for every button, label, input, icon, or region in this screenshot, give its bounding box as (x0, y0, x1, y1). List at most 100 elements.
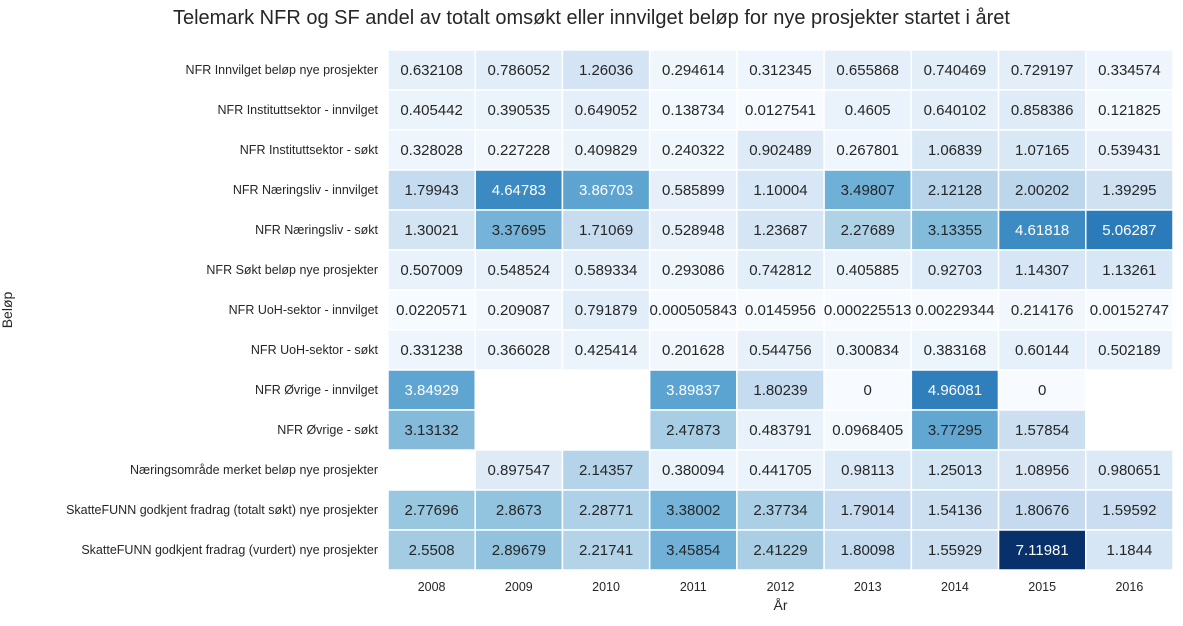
heatmap-row: 2.5508 2.89679 2.21741 3.45854 2.41229 1.8009… (387, 529, 1174, 571)
x-tick-label: 2016 (1115, 580, 1143, 594)
cell-value-label: 0.858386 (1011, 102, 1074, 119)
cell-value-label: 3.45854 (666, 542, 720, 559)
cell-value-label: 0.585899 (662, 182, 725, 199)
heatmap-cell (648, 49, 738, 91)
cell-value-label: 0.366028 (488, 342, 551, 359)
cell-value-label: 1.30021 (404, 222, 458, 239)
cell-value-label: 3.77295 (928, 422, 982, 439)
cell-value-label: 0.209087 (488, 302, 551, 319)
cell-value-label: 0.267801 (836, 142, 899, 159)
heatmap-row: 0.897547 2.14357 0.380094 0.441705 0.98113 1.… (474, 449, 1174, 491)
heatmap-cell (1085, 449, 1174, 491)
cell-value-label: 0.334574 (1098, 62, 1161, 79)
heatmap-row: 0.331238 0.366028 0.425414 0.201628 0.544756… (387, 329, 1174, 371)
heatmap-cell (474, 449, 564, 491)
heatmap-cell (387, 529, 476, 571)
cell-value-label: 1.10004 (753, 182, 807, 199)
cell-value-label: 1.25013 (928, 462, 982, 479)
cell-value-label: 1.57854 (1015, 422, 1069, 439)
cell-value-label: 0 (1038, 382, 1046, 399)
cell-value-label: 0.0127541 (745, 102, 816, 119)
heatmap-cell (474, 209, 564, 251)
heatmap-cell (997, 209, 1087, 251)
cell-value-label: 0.331238 (400, 342, 463, 359)
cell-value-label: 0.000505843 (649, 302, 737, 319)
cell-value-label: 0.0968405 (832, 422, 903, 439)
cell-value-label: 0.409829 (575, 142, 638, 159)
cell-value-label: 2.8673 (496, 502, 542, 519)
heatmap-row: 1.30021 3.37695 1.71069 0.528948 1.23687 2.27… (387, 209, 1174, 251)
cell-value-label: 0.4605 (845, 102, 891, 119)
cell-value-label: 0.791879 (575, 302, 638, 319)
heatmap-cell (1085, 249, 1174, 291)
heatmap-cell (910, 369, 1000, 411)
heatmap-cell (736, 369, 825, 411)
x-axis-label: År (773, 597, 788, 613)
heatmap-row: 0.328028 0.227228 0.409829 0.240322 0.902489… (387, 129, 1174, 171)
heatmap-cell (561, 329, 651, 371)
cell-value-label: 2.5508 (409, 542, 455, 559)
y-tick-label: NFR UoH-sektor - innvilget (229, 303, 379, 317)
heatmap-cell (910, 449, 1000, 491)
y-tick-label: SkatteFUNN godkjent fradrag (vurdert) ny… (81, 543, 378, 557)
cell-value-label: 0.240322 (662, 142, 725, 159)
cell-value-label: 0.380094 (662, 462, 725, 479)
cell-value-label: 1.14307 (1015, 262, 1069, 279)
y-tick-label: NFR Innvilget beløp nye prosjekter (186, 63, 378, 77)
cell-value-label: 0.742812 (749, 262, 812, 279)
y-tick-label: SkatteFUNN godkjent fradrag (totalt søkt… (66, 503, 378, 517)
heatmap-row: 1.79943 4.64783 3.86703 0.585899 1.10004 3.49… (387, 169, 1174, 211)
cell-value-label: 0.000225513 (824, 302, 912, 319)
cell-value-label: 0.201628 (662, 342, 725, 359)
cell-value-label: 0.729197 (1011, 62, 1074, 79)
cell-value-label: 2.37734 (753, 502, 807, 519)
cell-value-label: 0.740469 (924, 62, 987, 79)
heatmap-cell (1085, 209, 1174, 251)
cell-value-label: 0.138734 (662, 102, 725, 119)
cell-value-label: 2.77696 (404, 502, 458, 519)
y-tick-label: NFR Øvrige - innvilget (255, 383, 378, 397)
heatmap-cell (910, 329, 1000, 371)
heatmap-cell (387, 209, 476, 251)
cell-value-label: 0.649052 (575, 102, 638, 119)
heatmap-cell (823, 209, 913, 251)
cell-value-label: 7.11981 (1016, 542, 1069, 559)
x-tick-label: 2011 (680, 580, 707, 594)
heatmap-cell (561, 489, 651, 531)
heatmap-cell (823, 529, 913, 571)
cell-value-label: 0.539431 (1098, 142, 1161, 159)
heatmap-cell (823, 329, 913, 371)
cell-value-label: 2.21741 (579, 542, 633, 559)
heatmap-cell (474, 169, 564, 211)
heatmap-cell (387, 129, 476, 171)
heatmap-cell (561, 49, 651, 91)
heatmap-cell (648, 369, 738, 411)
heatmap-cell (387, 169, 476, 211)
cell-value-label: 0.60144 (1015, 342, 1069, 359)
heatmap-cell (1085, 89, 1174, 131)
cell-value-label: 0.548524 (488, 262, 551, 279)
heatmap-cell (823, 449, 913, 491)
heatmap-cell (997, 369, 1087, 411)
heatmap-row: 2.77696 2.8673 2.28771 3.38002 2.37734 1.7901… (387, 489, 1174, 531)
heatmap-row: 0.0220571 0.209087 0.791879 0.000505843 0.01… (387, 289, 1174, 331)
y-tick-label: NFR Søkt beløp nye prosjekter (206, 263, 378, 277)
cell-value-label: 1.79014 (841, 502, 895, 519)
heatmap-cell (1085, 49, 1174, 91)
x-tick-label: 2015 (1028, 580, 1056, 594)
heatmap-cell (648, 209, 738, 251)
cell-value-label: 2.47873 (666, 422, 720, 439)
x-tick-label: 2013 (854, 580, 882, 594)
heatmap-cell (736, 489, 825, 531)
heatmap-cell (910, 169, 1000, 211)
x-tick-label: 2010 (592, 580, 620, 594)
cell-value-label: 0.0145956 (745, 302, 816, 319)
heatmap-cell (1085, 289, 1174, 331)
cell-value-label: 0.589334 (575, 262, 638, 279)
cell-value-label: 1.54136 (928, 502, 982, 519)
cell-value-label: 0.00152747 (1090, 302, 1169, 319)
cell-value-label: 0.425414 (575, 342, 638, 359)
heatmap-cell (474, 249, 564, 291)
cell-value-label: 0.902489 (749, 142, 812, 159)
cell-value-label: 0.300834 (836, 342, 899, 359)
